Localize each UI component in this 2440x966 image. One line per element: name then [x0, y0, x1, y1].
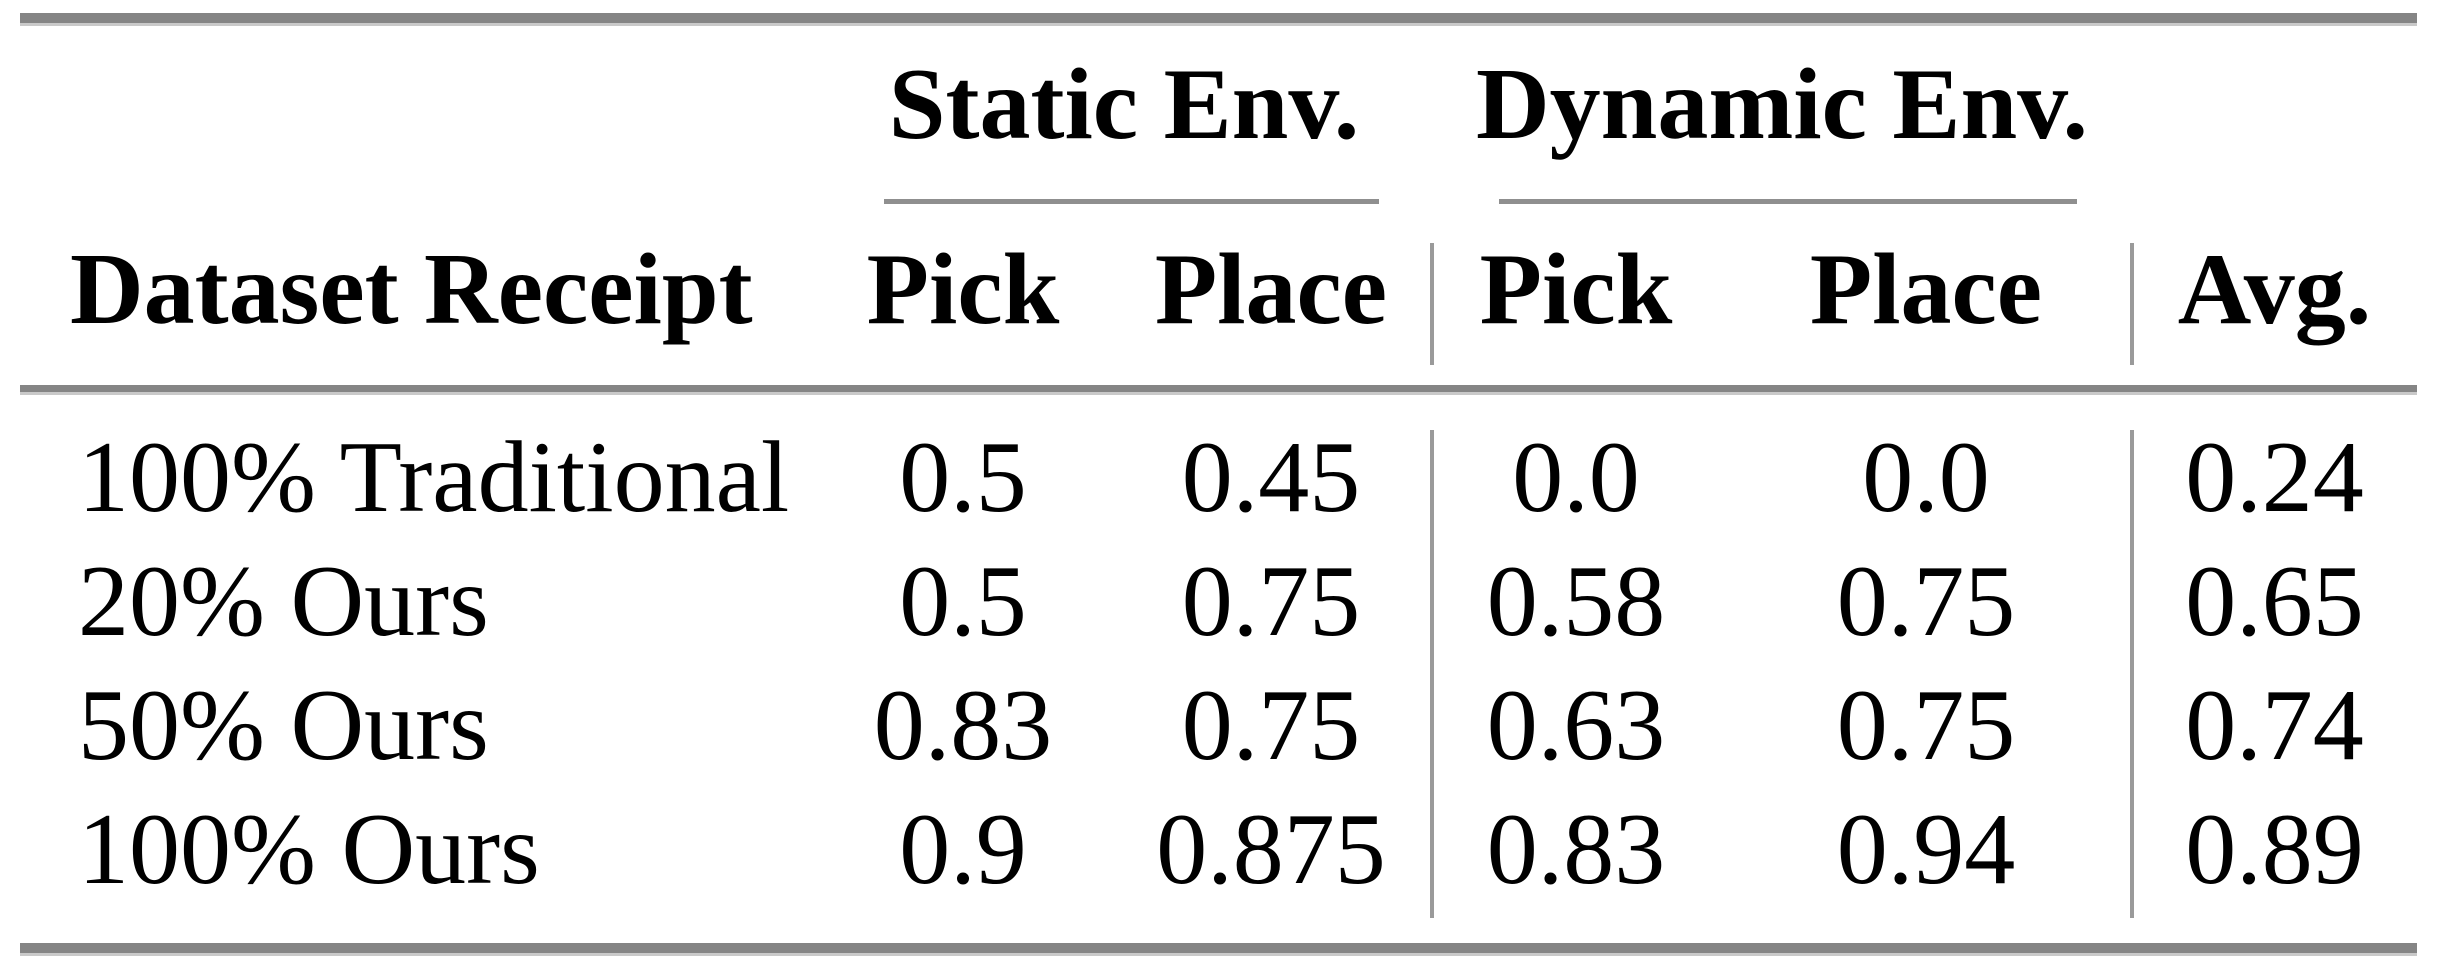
vertical-divider-2-body: [2130, 430, 2134, 918]
table-cell: 0.875: [1156, 793, 1386, 906]
table-cell: 0.5: [899, 545, 1027, 658]
table-cell: 0.24: [2185, 421, 2364, 534]
table-cell: 0.83: [1486, 793, 1666, 906]
table-cell: 0.5: [899, 421, 1027, 534]
table-cell: 0.45: [1181, 421, 1361, 534]
table-cell: 0.65: [2185, 545, 2364, 658]
row-label: 100% Traditional: [78, 421, 790, 534]
col-group-static-env: Static Env.: [888, 48, 1360, 161]
header-static-place: Place: [1154, 233, 1388, 346]
header-avg: Avg.: [2177, 233, 2372, 346]
bottom-rule-edge: [20, 953, 2417, 956]
row-label: 50% Ours: [78, 669, 489, 782]
table-cell: 0.75: [1181, 669, 1361, 782]
header-rule: [20, 385, 2417, 392]
table-cell: 0.83: [873, 669, 1053, 782]
header-dynamic-place: Place: [1809, 233, 2043, 346]
dynamic-group-underline: [1499, 199, 2077, 204]
header-dynamic-pick: Pick: [1479, 233, 1673, 346]
vertical-divider-1-header: [1430, 243, 1434, 365]
table-cell: 0.9: [899, 793, 1027, 906]
bottom-rule: [20, 943, 2417, 953]
table-cell: 0.74: [2185, 669, 2364, 782]
top-rule: [20, 13, 2417, 23]
table-cell: 0.89: [2185, 793, 2364, 906]
header-dataset-receipt: Dataset Receipt: [70, 233, 753, 346]
col-group-dynamic-env: Dynamic Env.: [1475, 48, 2089, 161]
table-cell: 0.58: [1486, 545, 1666, 658]
table-cell: 0.0: [1512, 421, 1640, 534]
table-cell: 0.63: [1486, 669, 1666, 782]
row-label: 20% Ours: [78, 545, 489, 658]
vertical-divider-2-header: [2130, 243, 2134, 365]
table-cell: 0.75: [1836, 669, 2016, 782]
vertical-divider-1-body: [1430, 430, 1434, 918]
top-rule-edge: [20, 23, 2417, 26]
table-cell: 0.75: [1836, 545, 2016, 658]
table-cell: 0.0: [1862, 421, 1990, 534]
header-rule-edge: [20, 392, 2417, 395]
row-label: 100% Ours: [78, 793, 540, 906]
table-cell: 0.75: [1181, 545, 1361, 658]
static-group-underline: [884, 199, 1379, 204]
table-cell: 0.94: [1836, 793, 2016, 906]
header-static-pick: Pick: [866, 233, 1060, 346]
